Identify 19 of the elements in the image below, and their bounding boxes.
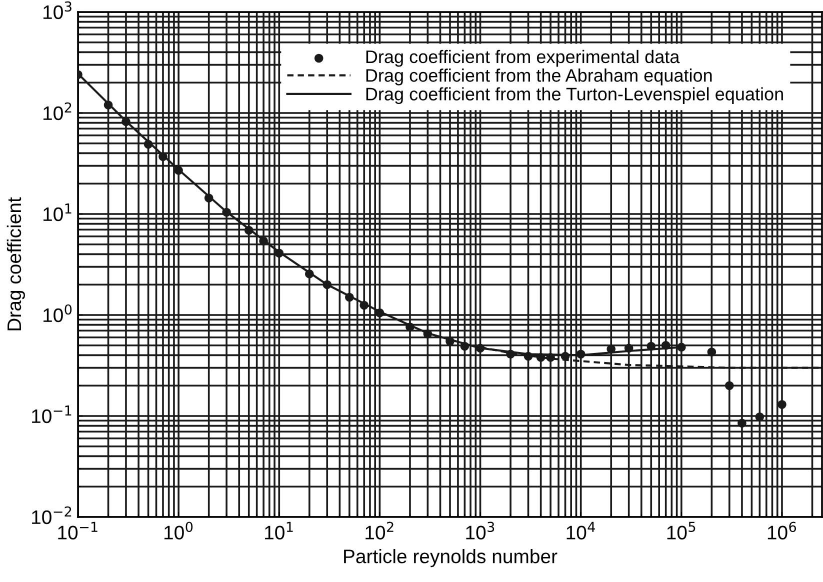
x-tick-label: 10$^{2}$ [366, 522, 394, 540]
y-tick-label: 10$^{−2}$ [32, 506, 72, 524]
x-tick-label: 10$^{0}$ [164, 522, 193, 540]
legend-label: Drag coefficient from the Abraham equation [366, 68, 712, 86]
y-tick-label: 10$^{−1}$ [32, 406, 72, 424]
x-tick-label: 10$^{3}$ [466, 522, 494, 540]
x-tick-label: 10$^{6}$ [768, 522, 796, 540]
y-tick-label: 10$^{3}$ [44, 1, 72, 20]
x-tick-label: 10$^{5}$ [667, 522, 696, 540]
x-tick-label: 10$^{4}$ [566, 522, 595, 540]
legend-label: Drag coefficient from the Turton-Levenspiel equation [366, 87, 783, 104]
x-axis-title: Particle reynolds number [344, 549, 558, 568]
y-tick-label: 10$^{2}$ [44, 102, 72, 120]
y-axis-title: Drag coefficient [6, 197, 25, 330]
y-tick-label: 10$^{1}$ [44, 204, 72, 222]
x-tick-label: 10$^{1}$ [265, 522, 293, 540]
legend-label: Drag coefficient from experimental data [366, 50, 680, 67]
x-tick-label: 10$^{−1}$ [58, 522, 98, 540]
y-tick-label: 10$^{0}$ [44, 304, 72, 322]
